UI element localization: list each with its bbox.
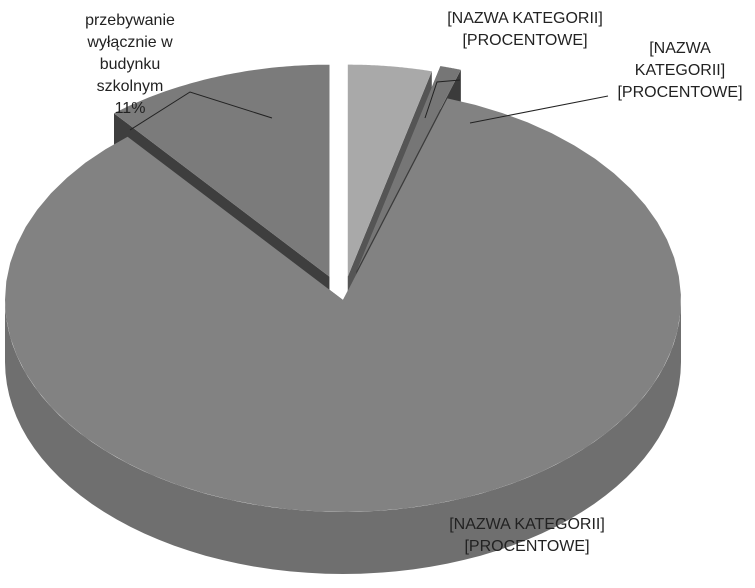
slice-label: [NAZWA KATEGORII] [PROCENTOWE] bbox=[605, 38, 755, 104]
slice-label: przebywanie wyłącznie w budynku szkolnym… bbox=[55, 10, 205, 120]
value-label: [PROCENTOWE] bbox=[617, 84, 743, 101]
category-name: [NAZWA KATEGORII] bbox=[449, 516, 605, 533]
pie-slice bbox=[114, 64, 330, 277]
slice-label: [NAZWA KATEGORII] [PROCENTOWE] bbox=[440, 8, 610, 52]
pie-slice bbox=[347, 64, 432, 277]
leader-line bbox=[469, 95, 609, 124]
leader-line bbox=[129, 91, 273, 131]
category-name: przebywanie wyłącznie w budynku szkolnym bbox=[85, 12, 175, 95]
pie-slice bbox=[5, 98, 681, 513]
category-name: [NAZWA KATEGORII] bbox=[634, 40, 726, 79]
pie-slice bbox=[356, 66, 461, 272]
value-label: [PROCENTOWE] bbox=[462, 32, 588, 49]
slice-label: [NAZWA KATEGORII] [PROCENTOWE] bbox=[442, 514, 612, 558]
value-label: [PROCENTOWE] bbox=[464, 538, 590, 555]
value-label: 11% bbox=[114, 100, 146, 117]
slice-side bbox=[5, 300, 681, 574]
leader-line bbox=[424, 79, 461, 119]
category-name: [NAZWA KATEGORII] bbox=[447, 10, 603, 27]
